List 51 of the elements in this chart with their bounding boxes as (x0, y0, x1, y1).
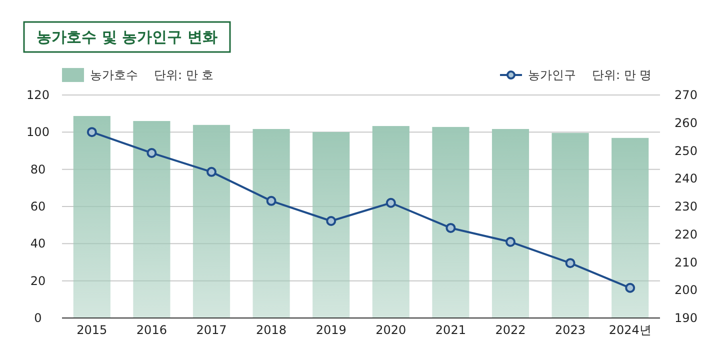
y-tick-label: 20 (30, 274, 46, 288)
bar (312, 132, 350, 318)
y2-tick-label: 270 (674, 88, 698, 102)
bar (432, 126, 470, 318)
point (86, 127, 97, 138)
legend-label: 농가인구 (528, 68, 576, 82)
y-tick-label: 80 (30, 162, 46, 176)
bar (552, 132, 589, 318)
y2-axis-title: 단위: 만 명 (592, 68, 652, 82)
bar (73, 116, 110, 318)
chart-title: 농가호수 및 농가인구 변화 (36, 28, 218, 46)
bar (492, 129, 530, 318)
y-axis-title: 단위: 만 호 (154, 68, 214, 82)
x-tick-label: 2019 (316, 323, 346, 337)
point (506, 236, 516, 247)
x-tick-label: 2017 (196, 323, 227, 337)
x-tick-label: 2016 (136, 323, 167, 337)
y2-tick-label: 220 (674, 227, 698, 242)
point (326, 216, 336, 226)
y2-tick-label: 200 (674, 283, 698, 298)
x-tick-label: 2020 (376, 323, 406, 337)
x-tick-label: 2022 (495, 323, 526, 337)
point (146, 148, 157, 158)
y-tick-label: 60 (30, 200, 46, 214)
point (565, 258, 576, 268)
point (266, 196, 276, 206)
x-tick-label: 2018 (256, 323, 287, 337)
y2-tick-label: 230 (674, 200, 698, 214)
point (446, 222, 456, 233)
y2-tick-label: 210 (674, 255, 698, 270)
y2-tick-label: 240 (674, 172, 698, 186)
x-tick-label: 2015 (76, 323, 108, 337)
y-tick-label: 0 (34, 311, 42, 325)
bar (192, 124, 230, 318)
y2-tick-label: 260 (674, 116, 698, 130)
point (206, 166, 216, 177)
x-tick-label: 2024년 (608, 323, 652, 337)
y2-tick-label: 190 (674, 311, 698, 325)
y-tick-label: 120 (26, 88, 50, 102)
bar (372, 126, 410, 318)
bar (612, 138, 649, 318)
point (386, 198, 396, 208)
legend-label: 농가호수 (90, 68, 138, 82)
y2-tick-label: 250 (674, 144, 698, 158)
point (625, 282, 636, 293)
bar (133, 121, 170, 318)
x-tick-label: 2023 (555, 323, 586, 337)
y-tick-label: 40 (30, 236, 46, 251)
y-tick-label: 100 (26, 125, 50, 140)
bar (252, 129, 290, 318)
x-tick-label: 2021 (435, 323, 466, 337)
